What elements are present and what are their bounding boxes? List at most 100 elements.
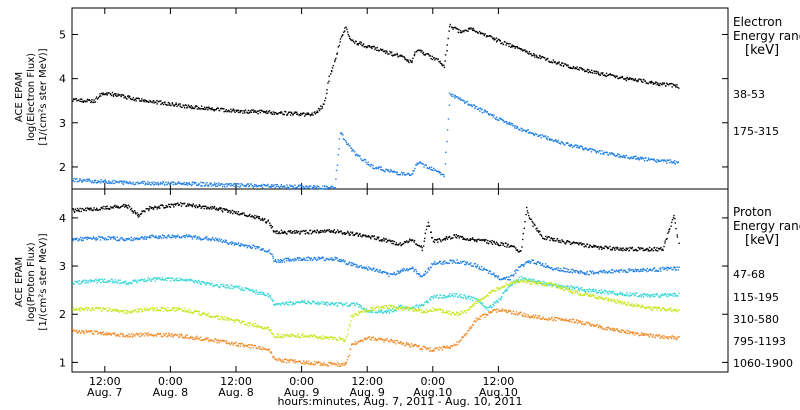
- data-point: [440, 63, 443, 65]
- data-point: [337, 154, 339, 156]
- data-point: [489, 306, 491, 308]
- data-point: [292, 114, 294, 116]
- data-point: [185, 310, 188, 312]
- data-point: [595, 291, 598, 293]
- data-point: [275, 302, 278, 305]
- data-point: [470, 265, 473, 267]
- data-point: [387, 309, 389, 311]
- data-point: [209, 340, 212, 342]
- data-point: [410, 174, 412, 176]
- data-point: [453, 95, 455, 97]
- data-point: [192, 203, 194, 205]
- data-point: [676, 236, 679, 238]
- data-point: [460, 313, 462, 315]
- ytick-label: 4: [59, 212, 66, 225]
- data-point: [541, 282, 543, 285]
- data-point: [125, 205, 127, 207]
- data-point: [449, 296, 451, 298]
- data-point: [185, 104, 187, 107]
- data-point: [248, 112, 250, 114]
- data-point: [532, 132, 534, 134]
- data-point: [276, 230, 278, 232]
- data-point: [316, 110, 318, 112]
- data-point: [328, 80, 330, 82]
- data-point: [501, 118, 503, 120]
- data-point: [169, 203, 171, 206]
- data-point: [497, 301, 499, 303]
- data-point: [294, 258, 296, 260]
- data-point: [594, 70, 596, 72]
- data-point: [558, 142, 560, 144]
- data-point: [632, 249, 635, 252]
- data-point: [219, 208, 221, 210]
- data-point: [535, 280, 537, 283]
- data-point: [230, 183, 232, 185]
- data-point: [336, 338, 338, 341]
- data-point: [303, 301, 305, 304]
- data-point: [443, 294, 446, 297]
- data-point: [169, 280, 172, 282]
- data-point: [270, 185, 272, 187]
- data-point: [201, 108, 203, 110]
- data-point: [318, 336, 320, 338]
- data-point: [640, 158, 643, 160]
- data-point: [254, 325, 256, 328]
- data-point: [367, 310, 369, 313]
- data-point: [78, 238, 80, 240]
- data-point: [469, 28, 471, 30]
- data-point: [353, 302, 355, 304]
- data-point: [238, 320, 240, 323]
- data-point: [119, 94, 121, 96]
- data-point: [147, 208, 149, 210]
- data-point: [583, 68, 585, 71]
- data-point: [194, 279, 197, 282]
- data-point: [667, 293, 669, 295]
- data-point: [648, 294, 650, 296]
- data-point: [97, 209, 99, 211]
- data-point: [382, 239, 384, 241]
- data-point: [164, 333, 167, 335]
- data-point: [454, 295, 457, 297]
- data-point: [98, 280, 100, 282]
- data-point: [478, 300, 480, 303]
- data-point: [212, 183, 214, 186]
- data-point: [352, 40, 355, 43]
- data-point: [190, 105, 192, 107]
- data-point: [300, 258, 303, 260]
- data-point: [262, 183, 265, 186]
- data-point: [81, 237, 84, 239]
- data-point: [525, 282, 528, 284]
- data-point: [644, 249, 647, 251]
- data-point: [208, 208, 211, 210]
- data-point: [451, 237, 453, 239]
- data-point: [115, 281, 117, 283]
- data-point: [671, 162, 674, 164]
- data-point: [99, 307, 101, 309]
- data-point: [587, 290, 589, 292]
- data-point: [288, 336, 291, 338]
- data-point: [617, 300, 619, 302]
- data-point: [627, 301, 629, 304]
- data-point: [317, 301, 319, 303]
- data-point: [562, 285, 564, 287]
- data-point: [122, 94, 124, 96]
- data-point: [172, 335, 175, 337]
- data-point: [93, 237, 95, 239]
- data-point: [385, 305, 388, 307]
- data-point: [136, 214, 139, 216]
- data-point: [244, 323, 246, 325]
- data-point: [339, 38, 342, 40]
- data-point: [197, 310, 200, 313]
- data-point: [78, 99, 80, 101]
- data-point: [271, 185, 274, 188]
- data-point: [621, 294, 623, 296]
- data-point: [361, 45, 363, 47]
- data-point: [666, 295, 668, 298]
- data-point: [381, 271, 384, 273]
- data-point: [121, 182, 123, 184]
- data-point: [478, 238, 480, 240]
- data-point: [559, 270, 561, 272]
- data-point: [395, 273, 397, 276]
- data-point: [400, 304, 402, 307]
- data-point: [465, 261, 467, 263]
